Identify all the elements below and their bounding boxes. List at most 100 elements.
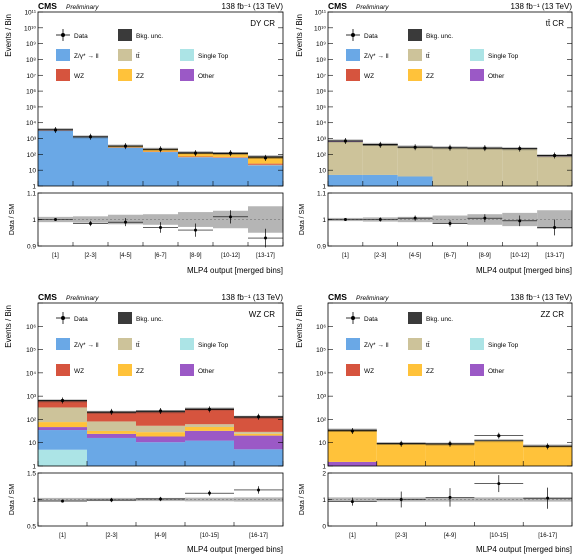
legend-swatch-other — [470, 364, 484, 376]
x-category-label: [2-3] — [105, 533, 117, 539]
legend-label-wz: WZ — [74, 368, 84, 375]
cms-label: CMS — [328, 1, 347, 11]
legend-entry-dy: Z/γ* → ll — [56, 49, 99, 61]
main-plot-frame — [37, 302, 284, 467]
y-tick-label: 10⁹ — [316, 41, 326, 48]
legend-label-other: Other — [198, 73, 215, 80]
bar-dy-bin-4 — [234, 449, 283, 466]
legend-swatch-ttbar — [408, 338, 422, 350]
bar-dy-bin-0 — [328, 174, 363, 186]
legend-label-zz: ZZ — [426, 73, 434, 80]
y-tick-label: 10⁶ — [316, 324, 326, 331]
bar-zz-bin-4 — [234, 433, 283, 436]
ratio-y-tick-label: 1.1 — [27, 191, 36, 198]
main-plot-frame — [37, 11, 284, 187]
legend-entry-bkg_unc: Bkg. unc. — [408, 29, 453, 41]
ratio-y-tick-label: 1 — [32, 217, 36, 224]
legend-label-dy: Z/γ* → ll — [74, 53, 99, 60]
bar-ttbar-bin-0 — [328, 141, 363, 175]
legend-swatch-other — [470, 69, 484, 81]
data-point-bin-0 — [350, 429, 354, 433]
bar-zz-bin-2 — [425, 444, 475, 466]
ratio-point-bin-1 — [378, 218, 382, 221]
x-category-label: [8-9] — [189, 253, 201, 259]
legend-entry-singletop: Single Top — [470, 49, 519, 61]
ratio-y-tick-label: 0.9 — [317, 244, 326, 251]
ratio-y-tick-label: 1 — [322, 497, 326, 504]
x-category-label: [2-3] — [84, 253, 96, 259]
bar-zz-bin-0 — [328, 430, 377, 462]
legend-swatch-zz — [118, 69, 132, 81]
ratio-band-bin-3 — [185, 497, 234, 502]
cms-label: CMS — [38, 292, 57, 302]
cms-label: CMS — [328, 292, 347, 302]
legend-label-ttbar: tt̄ — [136, 52, 140, 60]
y-tick-label: 10¹⁰ — [24, 25, 36, 32]
legend-label-wz: WZ — [364, 73, 374, 80]
y-tick-label: 10³ — [27, 394, 37, 401]
bar-ttbar-bin-1 — [362, 145, 398, 175]
legend-entry-bkg_unc: Bkg. unc. — [118, 312, 163, 324]
y-tick-label: 10⁵ — [26, 104, 36, 111]
bar-ttbar-bin-3 — [185, 424, 234, 427]
legend-swatch-bkg_unc — [118, 312, 132, 324]
legend-label-ttbar: tt̄ — [426, 341, 430, 349]
bar-wz-bin-3 — [185, 408, 234, 425]
bar-other-bin-1 — [87, 433, 136, 438]
y-tick-label: 10⁵ — [316, 104, 326, 111]
ratio-point-bin-0 — [343, 218, 347, 221]
bar-dy-bin-1 — [73, 137, 108, 186]
legend-swatch-singletop — [470, 338, 484, 350]
data-point-bin-3 — [158, 147, 163, 151]
legend-label-zz: ZZ — [136, 368, 144, 375]
bar-zz-bin-1 — [376, 443, 426, 466]
x-category-label: [4-9] — [444, 533, 456, 539]
bar-other-bin-0 — [328, 461, 377, 466]
ratio-y-axis-label: Data / SM — [299, 204, 306, 235]
bar-ttbar-bin-6 — [537, 156, 572, 186]
legend-entry-singletop: Single Top — [470, 338, 519, 350]
data-point-bin-4 — [546, 444, 550, 448]
ratio-point-bin-3 — [448, 221, 452, 225]
ratio-y-tick-label: 0 — [322, 524, 326, 531]
ratio-band-bin-6 — [248, 206, 283, 233]
region-label: WZ CR — [249, 310, 275, 319]
bar-dy-bin-6 — [248, 165, 283, 186]
x-axis-label: MLP4 output [merged bins] — [187, 545, 283, 554]
bar-ttbar-bin-4 — [234, 431, 283, 434]
ratio-point-bin-0 — [61, 499, 64, 503]
y-tick-label: 10² — [27, 152, 37, 159]
lumi-label: 138 fb⁻¹ (13 TeV) — [511, 2, 573, 11]
legend-entry-bkg_unc: Bkg. unc. — [408, 312, 453, 324]
bar-dy-bin-4 — [178, 157, 213, 186]
bar-other-bin-0 — [38, 427, 87, 431]
y-tick-label: 10 — [29, 440, 37, 447]
lumi-label: 138 fb⁻¹ (13 TeV) — [222, 293, 284, 302]
legend-label-singletop: Single Top — [488, 53, 519, 60]
legend-entry-wz: WZ — [56, 69, 84, 81]
bar-zz-bin-1 — [87, 430, 136, 434]
legend-swatch-other — [180, 69, 194, 81]
region-label: DY CR — [250, 19, 275, 28]
legend-swatch-ttbar — [118, 338, 132, 350]
y-tick-label: 10¹¹ — [314, 10, 326, 17]
bar-zz-bin-3 — [185, 426, 234, 431]
data-point-bin-6 — [263, 156, 268, 160]
bar-dy-bin-2 — [397, 176, 433, 186]
x-category-label: [1] — [349, 533, 356, 539]
ratio-y-axis-label: Data / SM — [299, 484, 306, 515]
bar-zz-bin-2 — [136, 432, 185, 437]
ratio-point-bin-6 — [264, 236, 267, 240]
y-axis-label: Events / Bin — [4, 14, 13, 57]
legend-data-dot — [61, 33, 65, 37]
data-point-bin-3 — [448, 146, 452, 150]
x-category-label: [1] — [52, 253, 59, 259]
legend-entry-zz: ZZ — [118, 69, 144, 81]
bar-ttbar-bin-4 — [467, 148, 503, 186]
legend-label-wz: WZ — [364, 368, 374, 375]
